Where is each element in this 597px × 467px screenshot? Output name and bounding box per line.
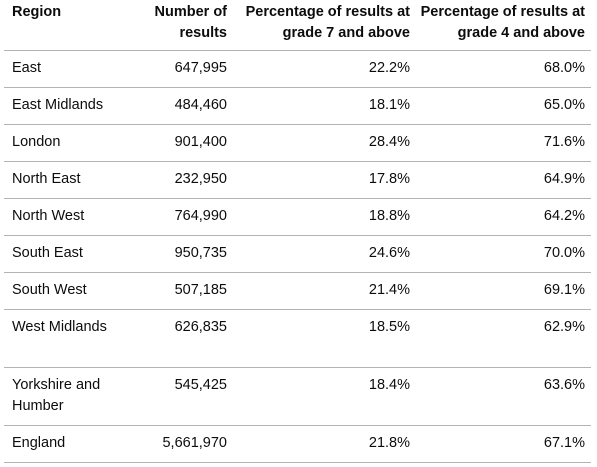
region-cell: South West <box>4 272 136 310</box>
header-row: Region Number of results Percentage of r… <box>4 0 591 51</box>
grade-4-percent-cell: 64.2% <box>416 198 591 236</box>
grade-4-percent-cell: 62.9% <box>416 309 591 368</box>
grade-4-percent-cell: 67.1% <box>416 425 591 463</box>
results-count-cell: 545,425 <box>136 367 233 426</box>
region-cell: London <box>4 124 136 162</box>
grade-4-percent-cell: 64.9% <box>416 161 591 199</box>
region-cell: East Midlands <box>4 87 136 125</box>
table-row: North East 232,950 17.8% 64.9% <box>4 161 591 199</box>
header-grade-4-and-above: Percentage of results at grade 4 and abo… <box>416 0 591 51</box>
region-cell: North West <box>4 198 136 236</box>
results-count-cell: 232,950 <box>136 161 233 199</box>
table-row: East Midlands 484,460 18.1% 65.0% <box>4 87 591 125</box>
region-cell: North East <box>4 161 136 199</box>
results-count-cell: 507,185 <box>136 272 233 310</box>
results-count-cell: 5,661,970 <box>136 425 233 463</box>
header-grade-7-and-above: Percentage of results at grade 7 and abo… <box>233 0 416 51</box>
results-table: Region Number of results Percentage of r… <box>4 0 591 463</box>
grade-7-percent-cell: 17.8% <box>233 161 416 199</box>
results-count-cell: 484,460 <box>136 87 233 125</box>
region-cell: England <box>4 425 136 463</box>
grade-7-percent-cell: 21.8% <box>233 425 416 463</box>
table-row: South East 950,735 24.6% 70.0% <box>4 235 591 273</box>
grade-7-percent-cell: 24.6% <box>233 235 416 273</box>
grade-7-percent-cell: 18.4% <box>233 367 416 426</box>
grade-7-percent-cell: 22.2% <box>233 50 416 88</box>
table-row: West Midlands 626,835 18.5% 62.9% <box>4 309 591 368</box>
region-cell: Yorkshire and Humber <box>4 367 136 426</box>
grade-7-percent-cell: 18.1% <box>233 87 416 125</box>
grade-4-percent-cell: 63.6% <box>416 367 591 426</box>
table-row: North West 764,990 18.8% 64.2% <box>4 198 591 236</box>
table-body: East 647,995 22.2% 68.0% East Midlands 4… <box>4 50 591 463</box>
grade-7-percent-cell: 28.4% <box>233 124 416 162</box>
table-row: South West 507,185 21.4% 69.1% <box>4 272 591 310</box>
table-row: Yorkshire and Humber 545,425 18.4% 63.6% <box>4 367 591 426</box>
header-number-of-results: Number of results <box>136 0 233 51</box>
results-count-cell: 764,990 <box>136 198 233 236</box>
grade-7-percent-cell: 18.8% <box>233 198 416 236</box>
grade-4-percent-cell: 70.0% <box>416 235 591 273</box>
grade-4-percent-cell: 69.1% <box>416 272 591 310</box>
table-row-total: England 5,661,970 21.8% 67.1% <box>4 425 591 463</box>
table-header: Region Number of results Percentage of r… <box>4 0 591 51</box>
grade-7-percent-cell: 21.4% <box>233 272 416 310</box>
grade-4-percent-cell: 71.6% <box>416 124 591 162</box>
grade-7-percent-cell: 18.5% <box>233 309 416 368</box>
results-count-cell: 626,835 <box>136 309 233 368</box>
table-row: London 901,400 28.4% 71.6% <box>4 124 591 162</box>
table-row: East 647,995 22.2% 68.0% <box>4 50 591 88</box>
region-cell: West Midlands <box>4 309 136 368</box>
header-region: Region <box>4 0 136 51</box>
results-count-cell: 901,400 <box>136 124 233 162</box>
results-count-cell: 950,735 <box>136 235 233 273</box>
grade-4-percent-cell: 65.0% <box>416 87 591 125</box>
region-cell: East <box>4 50 136 88</box>
results-count-cell: 647,995 <box>136 50 233 88</box>
region-cell: South East <box>4 235 136 273</box>
grade-4-percent-cell: 68.0% <box>416 50 591 88</box>
